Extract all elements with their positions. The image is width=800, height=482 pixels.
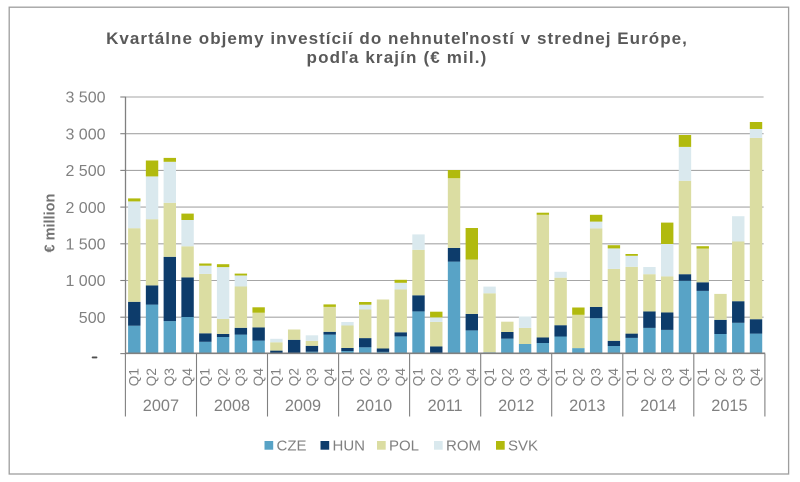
svg-text:podľa krajín (€ mil.): podľa krajín (€ mil.): [307, 48, 488, 67]
svg-text:3 000: 3 000: [65, 126, 105, 143]
svg-text:Q2: Q2: [286, 368, 301, 386]
svg-text:Kvartálne objemy investícií do: Kvartálne objemy investícií do nehnuteľn…: [106, 29, 688, 48]
svg-text:Q1: Q1: [198, 368, 213, 386]
svg-text:Q3: Q3: [446, 368, 461, 386]
svg-text:SVK: SVK: [508, 438, 538, 455]
svg-text:2014: 2014: [640, 397, 676, 415]
svg-text:Q3: Q3: [375, 368, 390, 386]
svg-text:Q4: Q4: [535, 368, 550, 387]
svg-text:Q4: Q4: [251, 368, 266, 387]
svg-text:Q4: Q4: [393, 368, 408, 387]
svg-text:Q3: Q3: [162, 368, 177, 386]
svg-text:Q4: Q4: [748, 368, 763, 387]
svg-text:1 000: 1 000: [65, 273, 105, 290]
svg-text:2 000: 2 000: [65, 200, 105, 217]
svg-text:Q1: Q1: [269, 368, 284, 386]
svg-text:Q1: Q1: [553, 368, 568, 386]
svg-text:Q2: Q2: [642, 368, 657, 386]
svg-text:Q4: Q4: [180, 368, 195, 387]
svg-text:Q3: Q3: [731, 368, 746, 386]
svg-text:Q3: Q3: [659, 368, 674, 386]
svg-text:1 500: 1 500: [65, 237, 105, 254]
svg-text:Q3: Q3: [233, 368, 248, 386]
svg-text:HUN: HUN: [333, 438, 366, 455]
svg-text:Q2: Q2: [713, 368, 728, 386]
svg-text:Q1: Q1: [695, 368, 710, 386]
svg-text:2008: 2008: [214, 397, 250, 415]
svg-text:Q1: Q1: [411, 368, 426, 386]
svg-text:2011: 2011: [428, 397, 463, 415]
svg-text:2013: 2013: [569, 397, 605, 415]
svg-text:Q1: Q1: [340, 368, 355, 386]
svg-text:Q2: Q2: [144, 368, 159, 386]
svg-text:2007: 2007: [143, 397, 179, 415]
svg-text:2015: 2015: [711, 397, 747, 415]
svg-text:Q3: Q3: [304, 368, 319, 386]
svg-text:2 500: 2 500: [65, 163, 105, 180]
svg-text:2012: 2012: [498, 397, 534, 415]
svg-text:Q2: Q2: [571, 368, 586, 386]
svg-text:500: 500: [79, 310, 106, 327]
svg-text:Q3: Q3: [517, 368, 532, 386]
svg-text:Q1: Q1: [624, 368, 639, 386]
svg-text:Q3: Q3: [588, 368, 603, 386]
svg-text:Q2: Q2: [357, 368, 372, 386]
svg-text:CZE: CZE: [277, 438, 307, 455]
svg-text:Q4: Q4: [464, 368, 479, 387]
svg-text:Q1: Q1: [482, 368, 497, 386]
svg-text:3 500: 3 500: [65, 90, 105, 107]
svg-text:Q1: Q1: [127, 368, 142, 386]
svg-text:Q2: Q2: [429, 368, 444, 386]
svg-text:2010: 2010: [356, 397, 392, 415]
svg-text:€ million: € million: [43, 194, 59, 253]
svg-text:Q2: Q2: [500, 368, 515, 386]
svg-text:2009: 2009: [285, 397, 321, 415]
svg-text:Q4: Q4: [606, 368, 621, 387]
svg-text:Q2: Q2: [215, 368, 230, 386]
svg-text:POL: POL: [389, 438, 419, 455]
svg-text:Q4: Q4: [677, 368, 692, 387]
svg-text:Q4: Q4: [322, 368, 337, 387]
svg-text:ROM: ROM: [446, 438, 481, 455]
